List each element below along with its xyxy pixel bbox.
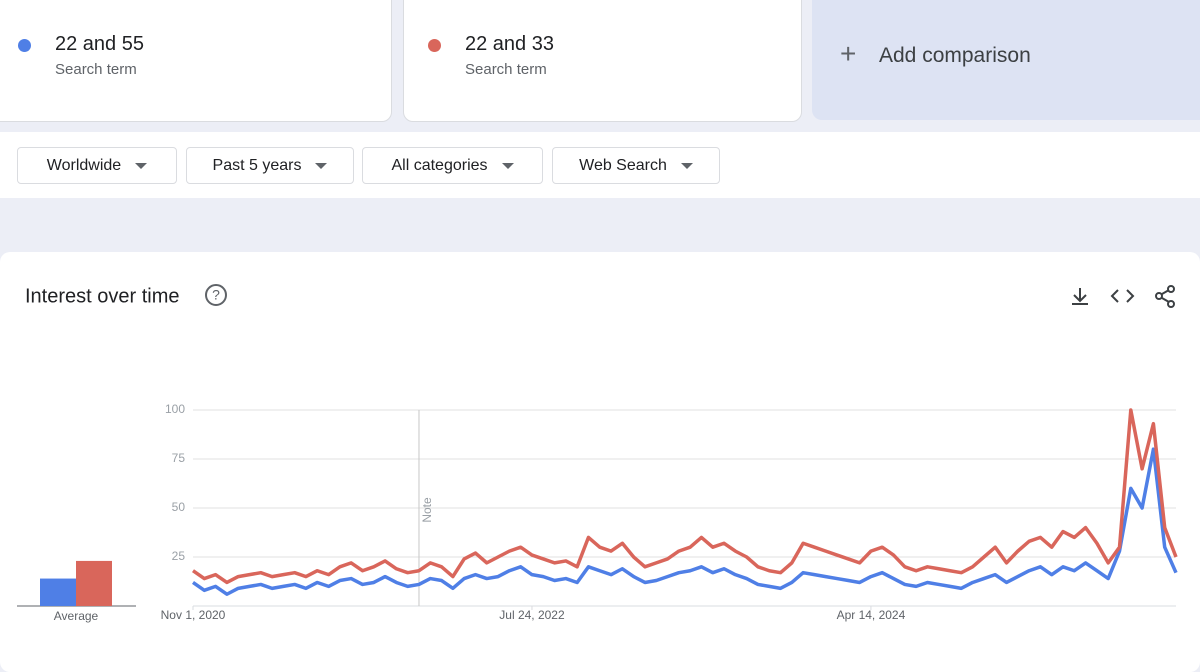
filter[interactable]: All categories [362,147,543,184]
x-tick-label: Nov 1, 2020 [161,608,226,622]
chart-title: Interest over time [25,285,180,307]
term-dot [428,39,441,52]
term-dot [18,39,31,52]
term-card[interactable]: 22 and 55 Search term [0,0,392,122]
filter-label: All categories [391,156,488,174]
filter[interactable]: Web Search [552,147,720,184]
trend-line [192,447,1178,596]
y-tick-label: 75 [172,451,186,465]
average-label: Average [54,609,99,623]
x-tick-label: Jul 24, 2022 [499,608,565,622]
term-name: 22 and 55 [55,33,144,55]
y-tick-label: 50 [172,500,186,514]
term-label: Search term [55,61,137,78]
add-comparison-card[interactable]: + Add comparison [812,0,1200,120]
note-label: Note [420,497,434,523]
download-icon[interactable] [1072,288,1088,305]
chart-card [0,252,1200,672]
filter[interactable]: Past 5 years [186,147,354,184]
x-tick-label: Apr 14, 2024 [837,608,906,622]
svg-text:?: ? [212,287,220,303]
average-bar [40,578,76,606]
filter-label: Past 5 years [212,156,302,174]
share-icon[interactable] [1155,285,1175,308]
y-tick-label: 100 [165,402,185,416]
plus-icon: + [840,38,857,69]
embed-icon[interactable] [1110,289,1135,303]
add-comparison: Add comparison [879,44,1031,67]
filter-label: Web Search [579,156,667,174]
term-name: 22 and 33 [465,33,554,55]
filter[interactable]: Worldwide [17,147,177,184]
help-icon[interactable]: ? [205,284,227,306]
average-bar [76,560,112,606]
trend-line [192,408,1178,585]
term-label: Search term [465,61,547,78]
y-tick-label: 25 [172,549,186,563]
term-card[interactable]: 22 and 33 Search term [403,0,802,122]
filter-label: Worldwide [46,156,122,174]
